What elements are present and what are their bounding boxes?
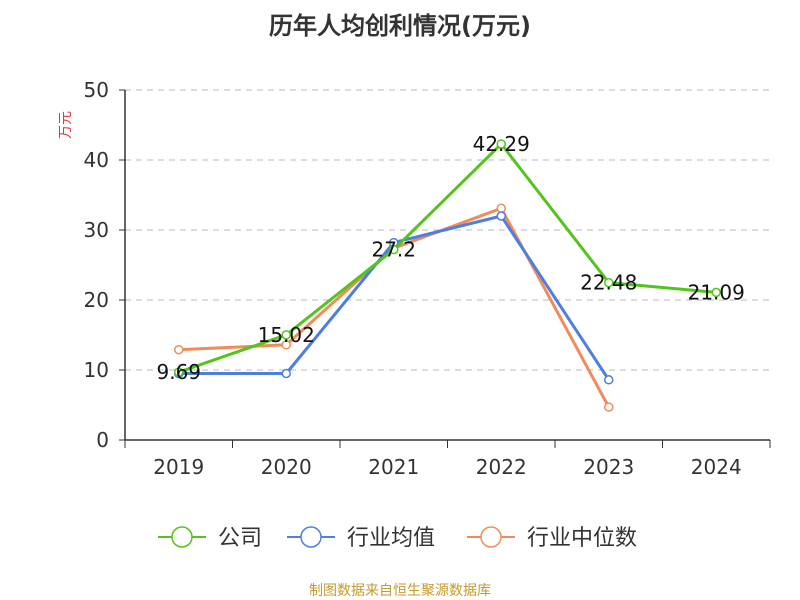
data-point (496, 203, 506, 214)
y-tick-label: 30 (84, 218, 109, 242)
legend-label: 行业中位数 (527, 526, 637, 551)
data-point (604, 375, 614, 385)
data-label: 42.29 (473, 132, 530, 156)
data-point (604, 277, 614, 288)
data-point (711, 287, 721, 298)
y-tick-label: 40 (84, 148, 109, 172)
data-point (281, 340, 291, 350)
data-point (604, 402, 614, 412)
y-tick-label: 10 (84, 358, 109, 382)
data-label: 9.69 (156, 360, 201, 384)
legend-swatch-marker (300, 526, 322, 548)
data-point (389, 244, 399, 255)
x-tick-label: 2019 (153, 455, 204, 479)
data-label: 22.48 (580, 271, 637, 295)
legend-label: 行业均值 (347, 526, 435, 551)
data-point (174, 344, 184, 355)
y-tick-label: 0 (96, 428, 109, 452)
data-point (496, 139, 506, 149)
y-tick-label: 20 (84, 288, 109, 312)
data-point (496, 211, 506, 221)
y-tick-label: 50 (84, 78, 109, 102)
legend-swatch-marker (171, 526, 193, 548)
data-label: 21.09 (688, 280, 745, 304)
series-line-company (178, 142, 717, 374)
data-point (281, 368, 291, 379)
x-tick-label: 2020 (261, 455, 312, 479)
data-label: 15.02 (258, 323, 315, 347)
data-point (174, 367, 184, 377)
legend-label: 公司 (218, 526, 262, 551)
data-label: 27.2 (371, 238, 416, 262)
x-tick-label: 2023 (583, 455, 634, 479)
legend-swatch-marker (480, 526, 502, 548)
data-point (281, 330, 291, 340)
y-axis-title: 万元 (58, 111, 74, 139)
chart-title: 历年人均创利情况(万元) (269, 12, 531, 40)
x-tick-label: 2024 (691, 455, 742, 479)
source-note: 制图数据来自恒生聚源数据库 (309, 583, 491, 599)
x-tick-label: 2022 (476, 455, 527, 479)
x-tick-label: 2021 (368, 455, 419, 479)
